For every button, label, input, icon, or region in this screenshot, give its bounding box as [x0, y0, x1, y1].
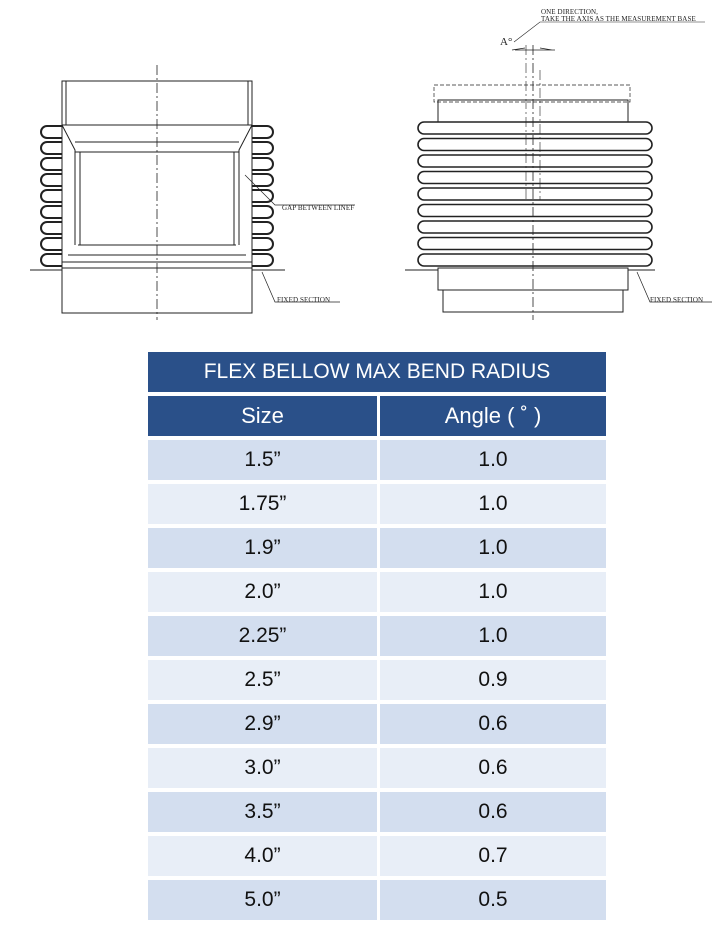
size-cell: 2.9” — [148, 704, 377, 744]
angular-deflection-drawing — [405, 21, 712, 320]
table-row: 2.0” 1.0 — [148, 572, 606, 612]
table-row: 2.5” 0.9 — [148, 660, 606, 700]
table-title: FLEX BELLOW MAX BEND RADIUS — [148, 352, 606, 392]
one-direction-note: ONE DIRECTION, — [541, 8, 599, 16]
bellows-ring — [417, 236, 653, 251]
size-cell: 5.0” — [148, 880, 377, 920]
bend-radius-table: FLEX BELLOW MAX BEND RADIUS Size Angle (… — [148, 352, 606, 920]
bellows-ring — [417, 154, 653, 168]
fixed-section-label-right: FIXED SECTION — [650, 296, 704, 304]
header-angle: Angle ( ˚ ) — [380, 396, 606, 436]
size-cell: 3.0” — [148, 748, 377, 788]
size-cell: 1.9” — [148, 528, 377, 568]
table-row: 5.0” 0.5 — [148, 880, 606, 920]
table-row: 3.0” 0.6 — [148, 748, 606, 788]
table-row: 2.25” 1.0 — [148, 616, 606, 656]
table-row: 3.5” 0.6 — [148, 792, 606, 832]
bellows-ring — [417, 121, 653, 135]
size-cell: 2.25” — [148, 616, 377, 656]
bellows-ring — [417, 253, 653, 267]
table-row: 2.9” 0.6 — [148, 704, 606, 744]
bellows-drawings — [30, 21, 712, 320]
angle-cell: 1.0 — [380, 484, 606, 524]
angle-cell: 1.0 — [380, 572, 606, 612]
fixed-section-label-left: FIXED SECTION — [277, 296, 331, 304]
table-header-row: Size Angle ( ˚ ) — [148, 396, 606, 436]
angle-cell: 0.9 — [380, 660, 606, 700]
angle-cell: 0.6 — [380, 748, 606, 788]
table-row: 4.0” 0.7 — [148, 836, 606, 876]
size-cell: 1.5” — [148, 440, 377, 480]
section-view-drawing — [30, 65, 355, 320]
size-cell: 2.0” — [148, 572, 377, 612]
angle-cell: 0.6 — [380, 792, 606, 832]
gap-between-liner-label: GAP BETWEEN LINEF — [282, 204, 355, 212]
angle-cell: 1.0 — [380, 616, 606, 656]
table-row: 1.5” 1.0 — [148, 440, 606, 480]
table-row: 1.75” 1.0 — [148, 484, 606, 524]
bellows-ring — [417, 187, 653, 201]
angle-cell: 1.0 — [380, 528, 606, 568]
angle-cell: 1.0 — [380, 440, 606, 480]
size-cell: 4.0” — [148, 836, 377, 876]
bellows-ring — [417, 170, 653, 185]
size-cell: 3.5” — [148, 792, 377, 832]
header-size: Size — [148, 396, 377, 436]
angle-a-label: A° — [500, 36, 513, 48]
size-cell: 2.5” — [148, 660, 377, 700]
angle-cell: 0.7 — [380, 836, 606, 876]
angle-cell: 0.6 — [380, 704, 606, 744]
table-row: 1.9” 1.0 — [148, 528, 606, 568]
bellows-ring — [417, 137, 653, 152]
bellows-ring — [417, 220, 653, 234]
size-cell: 1.75” — [148, 484, 377, 524]
angle-cell: 0.5 — [380, 880, 606, 920]
bellows-ring — [417, 203, 653, 218]
measurement-base-note: TAKE THE AXIS AS THE MEASUREMENT BASE — [541, 15, 696, 23]
